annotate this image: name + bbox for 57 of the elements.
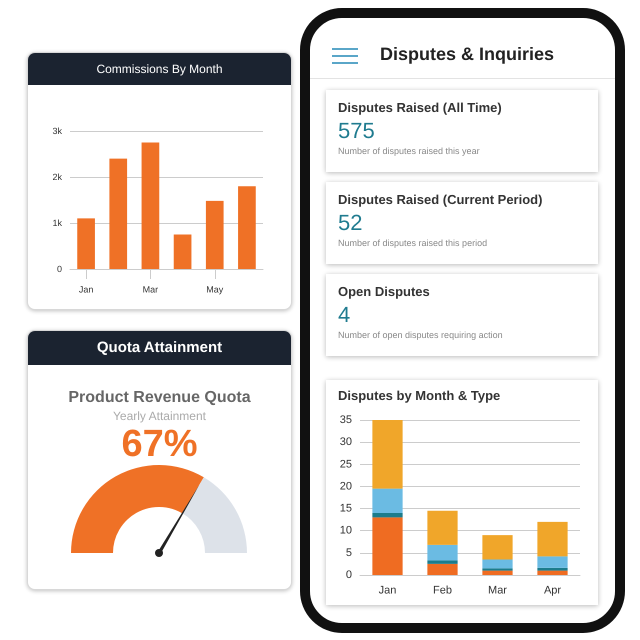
text: Number of disputes raised this year — [338, 146, 480, 156]
x-tick-label: Jan — [78, 284, 94, 294]
y-tick-label: 35 — [340, 414, 352, 426]
bar — [482, 560, 513, 568]
chart-title: Disputes by Month & Type — [338, 388, 500, 403]
text: Number of disputes raised this period — [338, 238, 488, 248]
bar — [372, 420, 403, 489]
data-label: 52 — [338, 210, 362, 236]
bar — [372, 517, 403, 575]
y-tick-label: 1k — [52, 218, 62, 228]
y-tick-label: 2k — [52, 172, 62, 182]
bar — [372, 488, 403, 513]
bar — [174, 234, 192, 269]
x-tick-label: Jan — [378, 584, 396, 596]
text: 67% — [120, 423, 199, 466]
category-label: Open Disputes — [338, 284, 430, 299]
bar — [537, 568, 568, 571]
bar — [482, 535, 513, 560]
bar — [537, 522, 568, 556]
bar — [537, 570, 568, 575]
bar — [238, 186, 256, 269]
x-tick-label: Mar — [488, 584, 508, 596]
bar — [206, 200, 224, 269]
text: Yearly Attainment — [112, 409, 207, 423]
y-tick-label: 10 — [340, 524, 352, 537]
y-tick-label: 25 — [340, 458, 352, 470]
y-tick-label: 3k — [52, 126, 62, 136]
text: Disputes & Inquiries — [380, 44, 554, 65]
y-tick-label: 0 — [346, 569, 352, 581]
category-label: Disputes Raised (All Time) — [338, 100, 502, 115]
chart-subtitle: Product Revenue Quota — [67, 389, 252, 407]
x-tick-label: Apr — [544, 584, 562, 596]
y-tick-label: 15 — [340, 502, 352, 515]
data-label: 4 — [338, 302, 350, 328]
x-tick-label: Mar — [142, 284, 158, 294]
bar — [537, 556, 568, 568]
bar — [427, 544, 458, 560]
y-tick-label: 5 — [346, 546, 352, 559]
bar — [142, 142, 160, 269]
y-tick-label: 0 — [56, 264, 62, 274]
text: Number of open disputes requiring action — [338, 330, 503, 340]
x-tick-label: Feb — [433, 584, 452, 596]
bar — [109, 158, 128, 269]
data-label: 575 — [338, 118, 375, 144]
bar — [482, 568, 513, 571]
bar — [482, 570, 513, 575]
bar — [427, 560, 458, 564]
category-label: Disputes Raised (Current Period) — [338, 192, 542, 207]
chart-title: Quota Attainment — [28, 331, 291, 365]
x-tick-label: May — [206, 284, 224, 294]
chart-title: Commissions By Month — [28, 53, 291, 85]
y-tick-label: 20 — [340, 480, 352, 492]
bar — [372, 513, 403, 518]
bar — [77, 218, 95, 269]
y-tick-label: 30 — [340, 436, 352, 448]
bar — [427, 564, 458, 575]
bar — [427, 510, 458, 545]
